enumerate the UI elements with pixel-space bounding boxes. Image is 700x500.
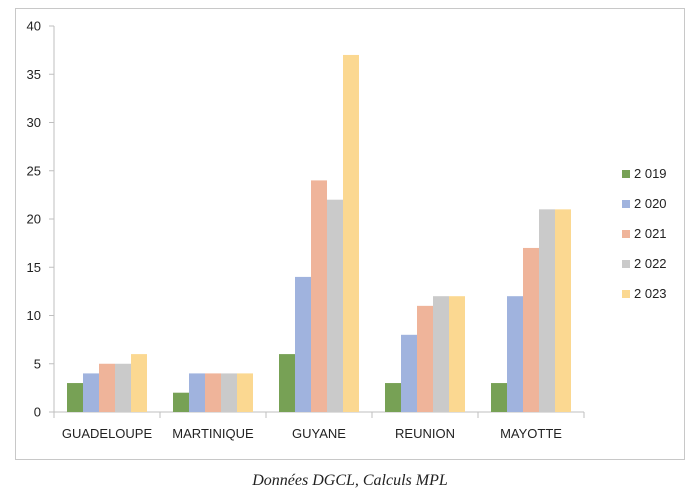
bar xyxy=(449,296,465,412)
legend-entry: 2 021 xyxy=(634,226,667,241)
bar xyxy=(295,276,311,412)
x-category-label: MAYOTTE xyxy=(500,426,562,441)
bar xyxy=(205,373,221,412)
bar xyxy=(433,296,449,412)
x-category-label: REUNION xyxy=(395,426,455,441)
legend-swatch xyxy=(622,170,630,178)
bar xyxy=(539,209,555,412)
legend-entry: 2 023 xyxy=(634,286,667,301)
bar xyxy=(401,334,417,412)
bar xyxy=(343,54,359,412)
x-category-label: GUYANE xyxy=(292,426,346,441)
bar xyxy=(417,305,433,412)
bar xyxy=(491,383,507,412)
bar xyxy=(279,354,295,412)
bar xyxy=(385,383,401,412)
legend-swatch xyxy=(622,200,630,208)
legend: 2 019 2 020 2 021 2 022 2 023 xyxy=(622,166,667,301)
y-tick-label: 0 xyxy=(34,405,41,420)
bar xyxy=(327,199,343,412)
bar xyxy=(555,209,571,412)
bars xyxy=(67,54,571,412)
bar xyxy=(173,392,189,412)
y-tick-label: 30 xyxy=(27,115,41,130)
y-tick-label: 10 xyxy=(27,308,41,323)
bar xyxy=(115,363,131,412)
bar xyxy=(67,383,83,412)
axes: 0 5 10 15 20 25 30 35 40 GUADELOUPE MARTINIQUE GUYA… xyxy=(27,19,585,441)
legend-swatch xyxy=(622,230,630,238)
y-tick-label: 5 xyxy=(34,356,41,371)
legend-swatch xyxy=(622,260,630,268)
bar xyxy=(237,373,253,412)
x-category-label: GUADELOUPE xyxy=(62,426,153,441)
bar xyxy=(83,373,99,412)
legend-entry: 2 019 xyxy=(634,166,667,181)
y-tick-label: 40 xyxy=(27,19,41,34)
bar xyxy=(221,373,237,412)
bar-chart: 0 5 10 15 20 25 30 35 40 GUADELOUPE MARTINIQUE GUYA… xyxy=(27,19,667,442)
bar xyxy=(311,180,327,412)
bar xyxy=(131,354,147,412)
bar xyxy=(507,296,523,412)
legend-swatch xyxy=(622,290,630,298)
chart-caption: Données DGCL, Calculs MPL xyxy=(252,472,448,489)
y-tick-label: 35 xyxy=(27,67,41,82)
y-tick-label: 20 xyxy=(27,212,41,227)
y-tick-label: 25 xyxy=(27,163,41,178)
legend-entry: 2 020 xyxy=(634,196,667,211)
y-tick-label: 15 xyxy=(27,260,41,275)
x-category-label: MARTINIQUE xyxy=(172,426,254,441)
bar xyxy=(523,247,539,412)
legend-entry: 2 022 xyxy=(634,256,667,271)
bar xyxy=(189,373,205,412)
bar xyxy=(99,363,115,412)
